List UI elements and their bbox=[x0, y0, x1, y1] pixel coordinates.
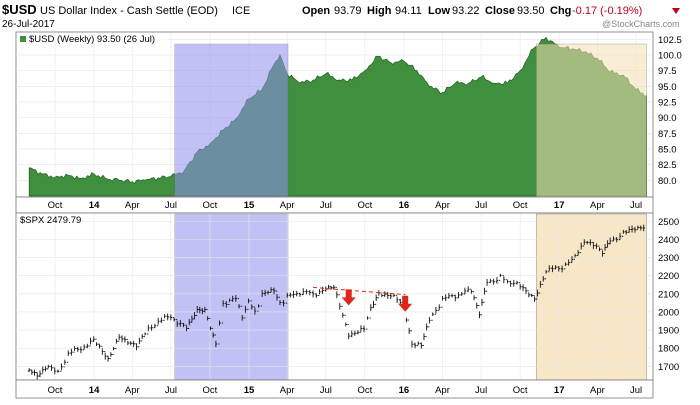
x-tick-label: Apr bbox=[125, 385, 140, 396]
usd-y-tick: 100.0 bbox=[658, 50, 682, 61]
down-arrow-icon bbox=[398, 295, 413, 312]
exchange-label: ICE bbox=[232, 5, 250, 17]
usd-y-tick: 85.0 bbox=[658, 144, 677, 155]
x-tick-label: Jul bbox=[630, 200, 642, 211]
low-label: Low bbox=[428, 5, 450, 17]
spx-legend: $SPX 2479.79 bbox=[20, 215, 81, 226]
chg-value: -0.17 (-0.19%) bbox=[572, 5, 642, 17]
x-tick-label: Jul bbox=[475, 385, 487, 396]
x-tick-label: Apr bbox=[435, 200, 450, 211]
x-tick-label: Apr bbox=[125, 200, 140, 211]
usd-y-tick: 92.5 bbox=[658, 97, 677, 108]
x-tick-label: 16 bbox=[399, 385, 410, 396]
x-tick-label: Oct bbox=[48, 200, 63, 211]
x-tick-label: 15 bbox=[244, 200, 255, 211]
spx-y-tick: 1700 bbox=[658, 362, 679, 373]
x-tick-label: Oct bbox=[203, 385, 218, 396]
down-arrow-icon bbox=[341, 289, 356, 306]
x-tick-label: 17 bbox=[554, 200, 565, 211]
close-label: Close bbox=[485, 5, 515, 17]
x-tick-label: Jul bbox=[165, 385, 177, 396]
spx-y-tick: 1800 bbox=[658, 344, 679, 355]
bottom-x-axis-bar bbox=[15, 379, 654, 399]
x-tick-label: Apr bbox=[435, 385, 450, 396]
x-tick-label: 16 bbox=[399, 200, 410, 211]
spx-price-bars bbox=[27, 224, 646, 380]
high-value: 94.11 bbox=[395, 5, 422, 17]
low-value: 93.22 bbox=[452, 5, 480, 17]
x-tick-label: Apr bbox=[280, 385, 295, 396]
x-tick-label: Oct bbox=[357, 385, 372, 396]
highlight-orange-bottom bbox=[536, 213, 647, 381]
open-value: 93.79 bbox=[334, 5, 362, 17]
watermark: @StockCharts.com bbox=[602, 19, 680, 29]
highlight-blue-bottom bbox=[174, 213, 289, 381]
spx-y-tick: 2100 bbox=[658, 289, 679, 300]
x-tick-label: Oct bbox=[48, 385, 63, 396]
spx-y-tick: 2400 bbox=[658, 235, 679, 246]
spx-y-axis: 2500 2400 2300 2200 2100 2000 1900 1800 1700 bbox=[658, 217, 679, 373]
usd-highlights bbox=[174, 43, 647, 198]
x-tick-label: Oct bbox=[357, 200, 372, 211]
open-label: Open bbox=[302, 5, 330, 17]
x-tick-label: Jul bbox=[475, 200, 487, 211]
spx-y-tick: 1900 bbox=[658, 326, 679, 337]
x-tick-label: Apr bbox=[590, 200, 605, 211]
usd-area-series bbox=[28, 36, 647, 197]
spx-y-tick: 2000 bbox=[658, 307, 679, 318]
usd-legend-bg bbox=[17, 33, 167, 44]
spx-grid bbox=[16, 214, 653, 379]
x-tick-label: 14 bbox=[89, 200, 100, 211]
usd-y-axis: 102.5 100.0 97.5 95.0 92.5 90.0 87.5 85.0 82.5 80… bbox=[658, 35, 682, 187]
chg-label: Chg bbox=[550, 5, 571, 17]
close-value: 93.50 bbox=[517, 5, 545, 17]
highlight-orange-top bbox=[536, 43, 647, 198]
usd-y-tick: 82.5 bbox=[658, 160, 677, 171]
spx-y-tick: 2300 bbox=[658, 253, 679, 264]
x-tick-label: Jul bbox=[165, 200, 177, 211]
x-tick-label: Oct bbox=[513, 200, 528, 211]
spx-y-tick: 2500 bbox=[658, 217, 679, 228]
down-arrow-icon bbox=[672, 8, 680, 14]
usd-y-tick: 102.5 bbox=[658, 35, 682, 46]
x-tick-label: Jul bbox=[320, 200, 332, 211]
usd-y-tick: 87.5 bbox=[658, 129, 677, 140]
x-tick-label: 14 bbox=[89, 385, 100, 396]
top-x-axis: Oct 14 Apr Jul Oct 15 Apr Jul Oct 16 Apr Jul Oct 17 Ap… bbox=[48, 200, 642, 211]
usd-y-tick: 80.0 bbox=[658, 176, 677, 187]
red-arrows bbox=[341, 289, 413, 312]
usd-y-tick: 95.0 bbox=[658, 82, 677, 93]
chart-date: 26-Jul-2017 bbox=[2, 19, 55, 30]
usd-y-tick: 97.5 bbox=[658, 66, 677, 77]
usd-y-tick: 90.0 bbox=[658, 113, 677, 124]
spx-highlights bbox=[174, 213, 647, 381]
index-name: US Dollar Index - Cash Settle (EOD) bbox=[40, 5, 218, 17]
x-tick-label: Jul bbox=[320, 385, 332, 396]
usd-legend: $USD (Weekly) 93.50 (26 Jul) bbox=[29, 34, 155, 45]
symbol-title: $USD bbox=[2, 2, 37, 17]
usd-legend-swatch bbox=[20, 36, 26, 42]
x-tick-label: 17 bbox=[554, 385, 565, 396]
dashed-trendline bbox=[313, 286, 406, 296]
high-label: High bbox=[367, 5, 392, 17]
x-tick-label: Oct bbox=[513, 385, 528, 396]
spx-y-tick: 2200 bbox=[658, 271, 679, 282]
highlight-blue-top bbox=[174, 43, 289, 198]
bottom-x-axis: Oct 14 Apr Jul Oct 15 Apr Jul Oct 16 Apr Jul Oct 17 Ap… bbox=[48, 385, 642, 396]
x-tick-label: Jul bbox=[630, 385, 642, 396]
x-tick-label: Oct bbox=[203, 200, 218, 211]
x-tick-label: Apr bbox=[280, 200, 295, 211]
x-tick-label: 15 bbox=[244, 385, 255, 396]
x-tick-label: Apr bbox=[590, 385, 605, 396]
